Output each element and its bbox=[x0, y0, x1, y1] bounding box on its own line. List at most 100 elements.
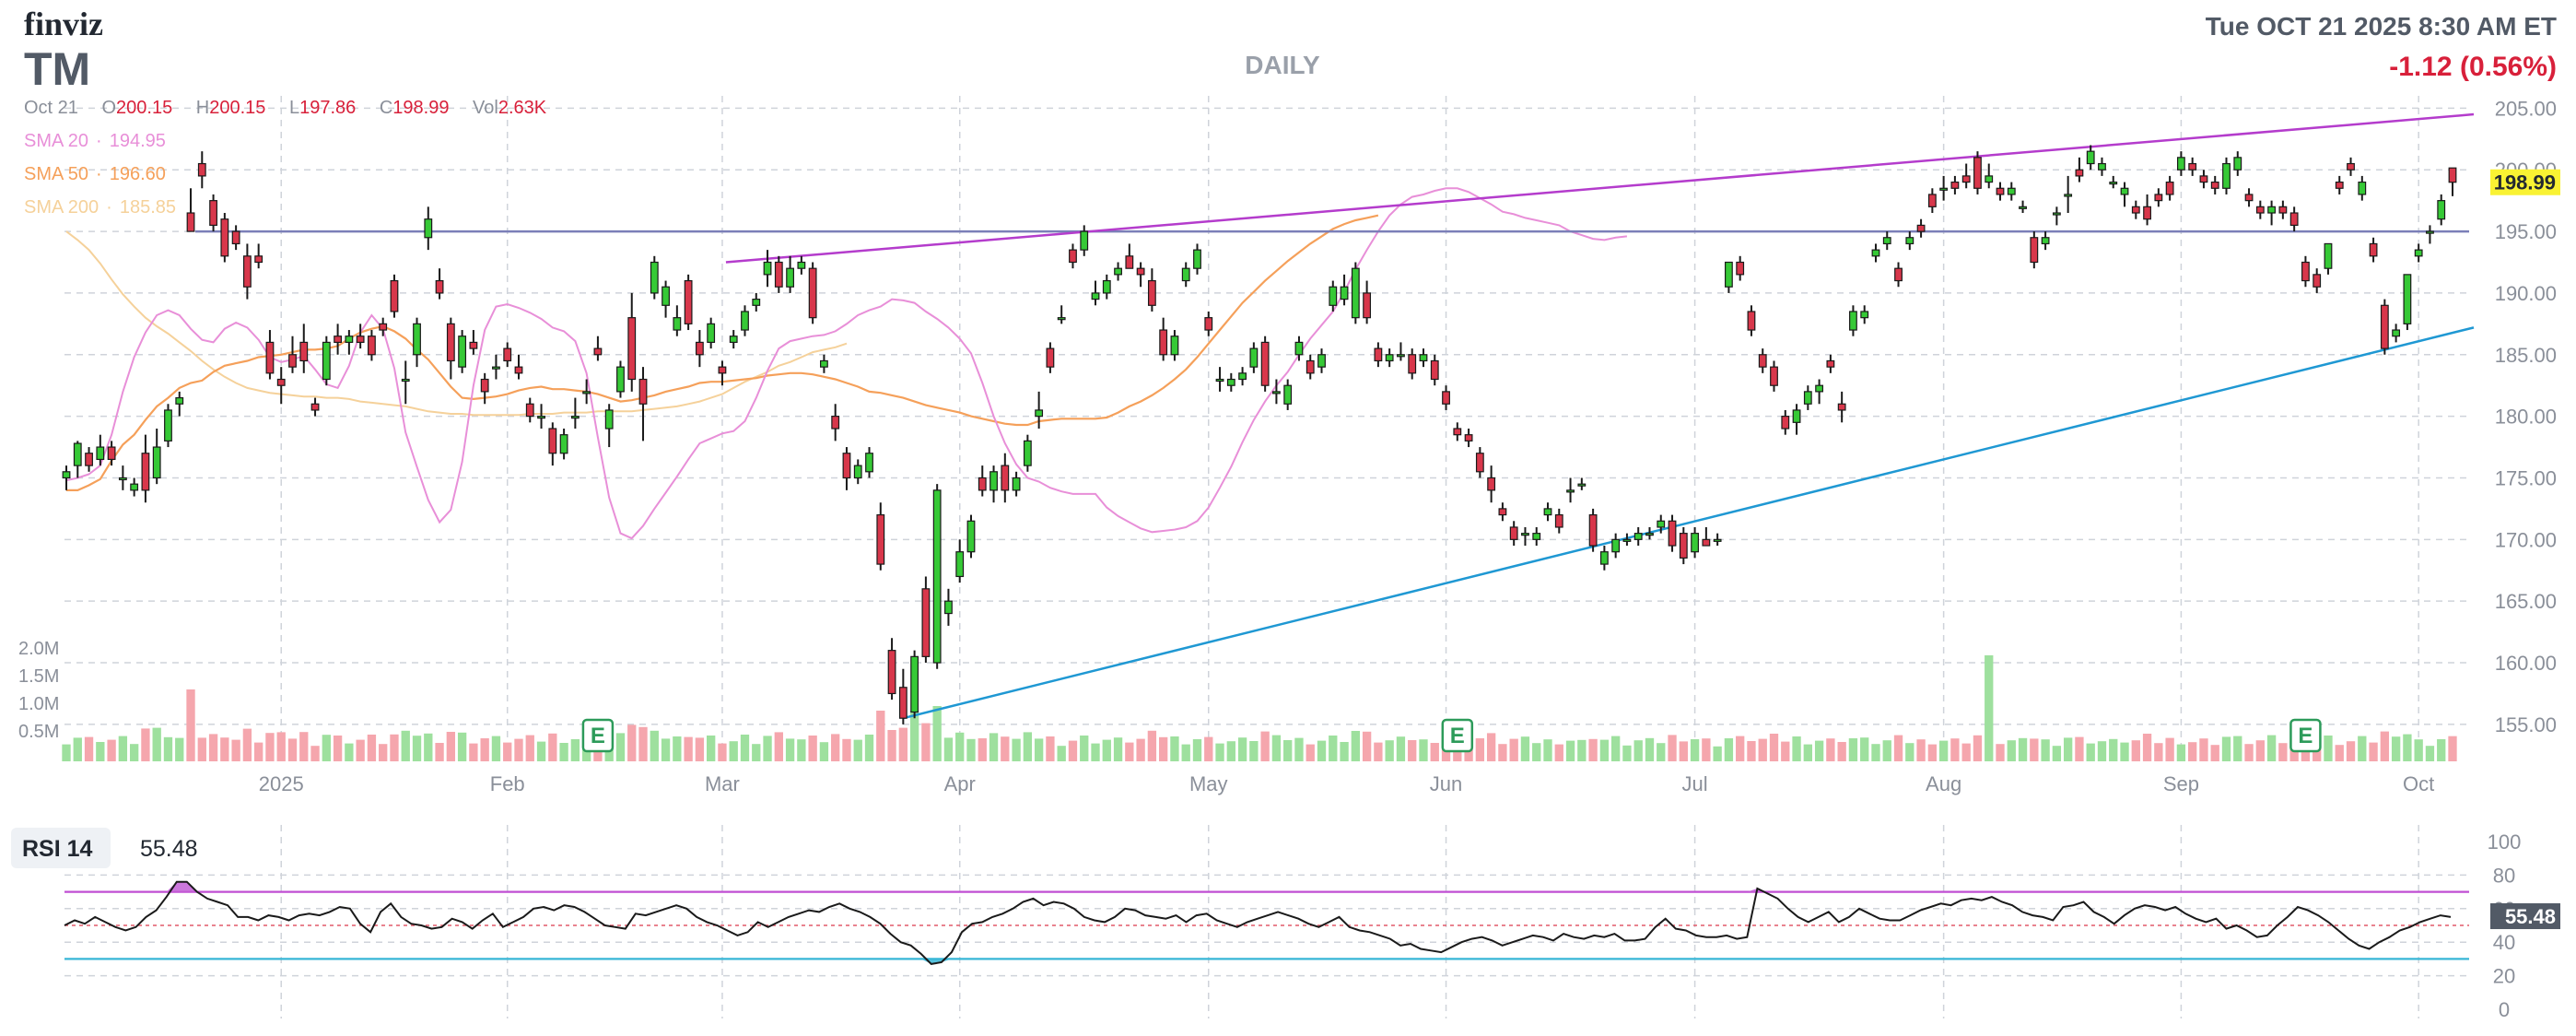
volume-bar bbox=[1091, 743, 1100, 761]
volume-bar bbox=[254, 742, 263, 761]
volume-bar bbox=[141, 728, 150, 761]
trendlines[interactable] bbox=[195, 112, 2475, 720]
volume-bar bbox=[1385, 740, 1394, 761]
candle-body bbox=[73, 442, 82, 466]
y-tick-label: 170.00 bbox=[2495, 528, 2557, 551]
candle-body bbox=[604, 409, 614, 430]
candle bbox=[604, 404, 614, 448]
volume-bar bbox=[2210, 745, 2219, 761]
candle bbox=[1849, 305, 1857, 336]
volume-bar bbox=[1080, 736, 1089, 761]
candles bbox=[62, 145, 2457, 724]
candle bbox=[118, 465, 127, 490]
candle-body bbox=[2143, 206, 2151, 220]
candle-body bbox=[1577, 483, 1587, 487]
candle bbox=[1950, 175, 1960, 194]
volume-bar bbox=[469, 743, 478, 761]
candle bbox=[627, 292, 637, 392]
candle bbox=[1521, 526, 1529, 547]
candle-body bbox=[1260, 341, 1270, 386]
candle-body bbox=[1532, 533, 1541, 540]
volume-bar bbox=[615, 733, 626, 761]
volume-bar bbox=[718, 743, 727, 761]
candle-body bbox=[741, 311, 749, 331]
earnings-letter: E bbox=[1450, 724, 1465, 748]
volume-bar bbox=[955, 732, 965, 761]
volume-bar bbox=[322, 735, 331, 761]
candle bbox=[2414, 243, 2423, 263]
candle bbox=[763, 250, 772, 288]
candle bbox=[1736, 255, 1745, 281]
candle bbox=[2267, 200, 2277, 226]
candle bbox=[1226, 372, 1235, 392]
volume-bar bbox=[1001, 736, 1010, 761]
volume-bar bbox=[2199, 738, 2208, 761]
timeframe-label[interactable]: DAILY bbox=[1245, 51, 1320, 79]
candle bbox=[197, 151, 206, 189]
volume-bar bbox=[1509, 738, 1518, 761]
candle-body bbox=[2369, 242, 2378, 257]
candle-body bbox=[2188, 162, 2197, 171]
volume-bar bbox=[831, 734, 840, 761]
rsi-tick-label: 100 bbox=[2488, 830, 2522, 854]
volume-bar bbox=[2391, 736, 2401, 761]
rsi-label[interactable]: RSI 14 bbox=[22, 836, 93, 862]
candle-body bbox=[1736, 261, 1745, 276]
x-tick-label: Mar bbox=[705, 772, 740, 795]
volume-bar bbox=[1215, 743, 1224, 761]
candle-body bbox=[368, 336, 376, 356]
sma-20-value: 194.95 bbox=[110, 131, 166, 151]
candle-body bbox=[1645, 533, 1654, 536]
volume-bar bbox=[1158, 736, 1168, 761]
volume-bar bbox=[1950, 738, 1960, 761]
candle-body bbox=[593, 347, 603, 356]
candle bbox=[288, 336, 297, 373]
candle bbox=[966, 514, 976, 559]
volume-bar bbox=[1622, 745, 1632, 761]
candle bbox=[729, 330, 738, 349]
volume-bar bbox=[2041, 739, 2050, 761]
sma-50-legend[interactable]: SMA 50 · 196.60 bbox=[24, 164, 166, 184]
volume-bar bbox=[2120, 742, 2129, 761]
candle bbox=[1588, 508, 1598, 552]
y-tick-label: 160.00 bbox=[2495, 652, 2557, 675]
candle bbox=[503, 342, 512, 368]
volume-bar bbox=[1294, 737, 1304, 761]
sma-20-legend[interactable]: SMA 20 · 194.95 bbox=[24, 131, 166, 151]
candle bbox=[1792, 404, 1801, 435]
volume-bar bbox=[638, 726, 648, 761]
candle bbox=[2437, 194, 2446, 226]
candle-body bbox=[966, 520, 976, 553]
y-tick-label: 195.00 bbox=[2495, 220, 2557, 243]
candle bbox=[2324, 242, 2333, 275]
rsi-label-box[interactable] bbox=[11, 828, 111, 868]
candle-body bbox=[1554, 513, 1563, 528]
candle bbox=[379, 317, 388, 336]
candle bbox=[1181, 262, 1190, 288]
volume-bar bbox=[1351, 731, 1361, 761]
sma-200-legend[interactable]: SMA 200 · 185.85 bbox=[24, 197, 176, 218]
finviz-logo[interactable]: finviz bbox=[24, 6, 103, 42]
candle bbox=[356, 324, 365, 349]
high-label: H bbox=[196, 98, 209, 118]
ticker-symbol[interactable]: TM bbox=[24, 43, 90, 95]
candle-body bbox=[1657, 520, 1666, 528]
candle-body bbox=[2165, 181, 2174, 195]
y-tick-label: 175.00 bbox=[2495, 466, 2557, 489]
candle bbox=[695, 330, 704, 368]
candle bbox=[944, 588, 953, 626]
volume-bar bbox=[163, 736, 173, 761]
volume-bar bbox=[1985, 655, 1994, 761]
volume-bar bbox=[593, 743, 603, 761]
rsi-value-badge: 55.48 bbox=[2505, 905, 2556, 928]
candle-body bbox=[242, 255, 252, 288]
volume-bar bbox=[525, 735, 534, 761]
volume-bar bbox=[1565, 740, 1575, 761]
volume-bar bbox=[84, 736, 94, 761]
candle-body bbox=[865, 453, 873, 473]
candle-body bbox=[989, 471, 998, 491]
candle bbox=[570, 397, 580, 429]
candle bbox=[368, 330, 376, 361]
